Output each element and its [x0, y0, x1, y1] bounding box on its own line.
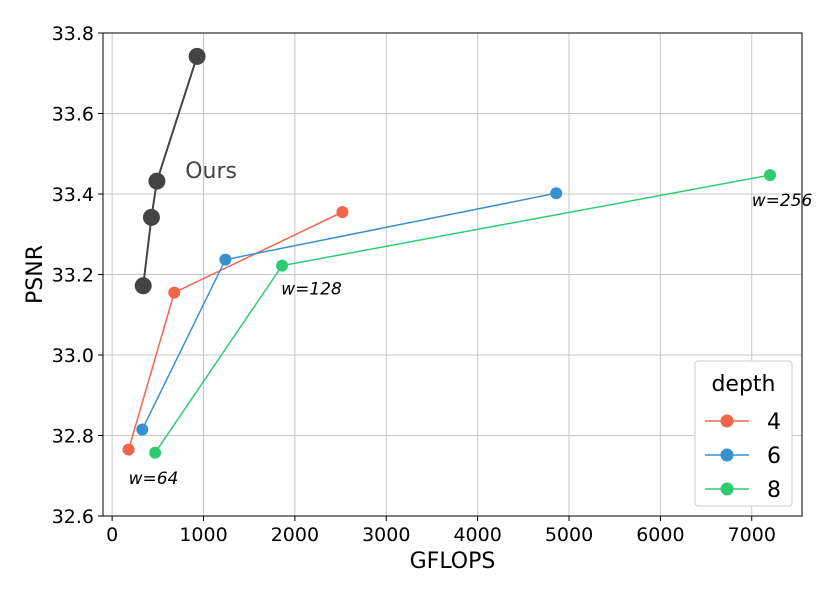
- y-tick-label: 33.6: [52, 104, 94, 126]
- legend-marker-depth-8: [720, 482, 734, 496]
- legend-label-depth-6: 6: [767, 444, 781, 469]
- legend: depth 4 6 8: [694, 360, 793, 507]
- series-line-depth-6: [141, 192, 557, 430]
- x-tick-label: 2000: [271, 524, 319, 546]
- x-tick-label: 4000: [453, 524, 501, 546]
- y-axis-label: PSNR: [23, 245, 48, 304]
- x-tick-label: 3000: [362, 524, 410, 546]
- legend-label-depth-8: 8: [767, 478, 781, 503]
- width-annotation: w=256: [752, 191, 813, 211]
- ours-label: Ours: [185, 159, 237, 184]
- legend-marker-depth-4: [720, 414, 734, 428]
- ours-point: [148, 172, 166, 190]
- x-tick-label: 6000: [636, 524, 684, 546]
- ours-line: [142, 56, 199, 286]
- series-point-depth-4: [168, 286, 181, 299]
- ours-point: [134, 277, 152, 295]
- ours-point: [188, 47, 206, 65]
- x-tick-label: 7000: [728, 524, 776, 546]
- grid-lines: [103, 32, 802, 517]
- ours-point: [142, 208, 160, 226]
- y-tick-labels: 32.6 32.8 33.0 33.2 33.4 33.6 33.8: [52, 23, 103, 528]
- width-annotations: w=64 w=128 w=256: [129, 191, 813, 489]
- y-tick-label: 32.6: [52, 506, 94, 528]
- width-annotation: w=64: [129, 469, 179, 489]
- ours-series: [134, 47, 206, 295]
- width-annotation: w=128: [281, 280, 342, 300]
- series-group: [122, 169, 777, 459]
- legend-marker-depth-6: [720, 448, 734, 462]
- legend-label-depth-4: 4: [767, 410, 781, 435]
- y-tick-label: 32.8: [52, 426, 94, 448]
- series-point-depth-8: [276, 259, 289, 272]
- legend-box: [694, 360, 793, 507]
- y-tick-label: 33.0: [52, 345, 94, 367]
- series-point-depth-8: [149, 446, 162, 459]
- series-point-depth-6: [219, 253, 232, 266]
- x-tick-label: 0: [106, 524, 118, 546]
- series-point-depth-8: [764, 169, 777, 182]
- y-tick-label: 33.2: [52, 265, 94, 287]
- x-tick-label: 5000: [545, 524, 593, 546]
- series-point-depth-4: [336, 206, 349, 219]
- series-point-depth-4: [122, 443, 135, 456]
- series-point-depth-6: [136, 423, 149, 436]
- x-tick-labels: 0 1000 2000 3000 4000 5000 6000 7000: [106, 516, 776, 546]
- legend-items: 4 6 8: [705, 410, 781, 503]
- x-axis-label: GFLOPS: [410, 549, 496, 574]
- y-tick-label: 33.8: [52, 23, 94, 45]
- x-tick-label: 1000: [179, 524, 227, 546]
- y-tick-label: 33.4: [52, 184, 94, 206]
- series-line-depth-8: [154, 174, 771, 454]
- series-line-depth-4: [127, 211, 343, 450]
- series-point-depth-6: [550, 187, 563, 200]
- legend-title: depth: [711, 372, 775, 397]
